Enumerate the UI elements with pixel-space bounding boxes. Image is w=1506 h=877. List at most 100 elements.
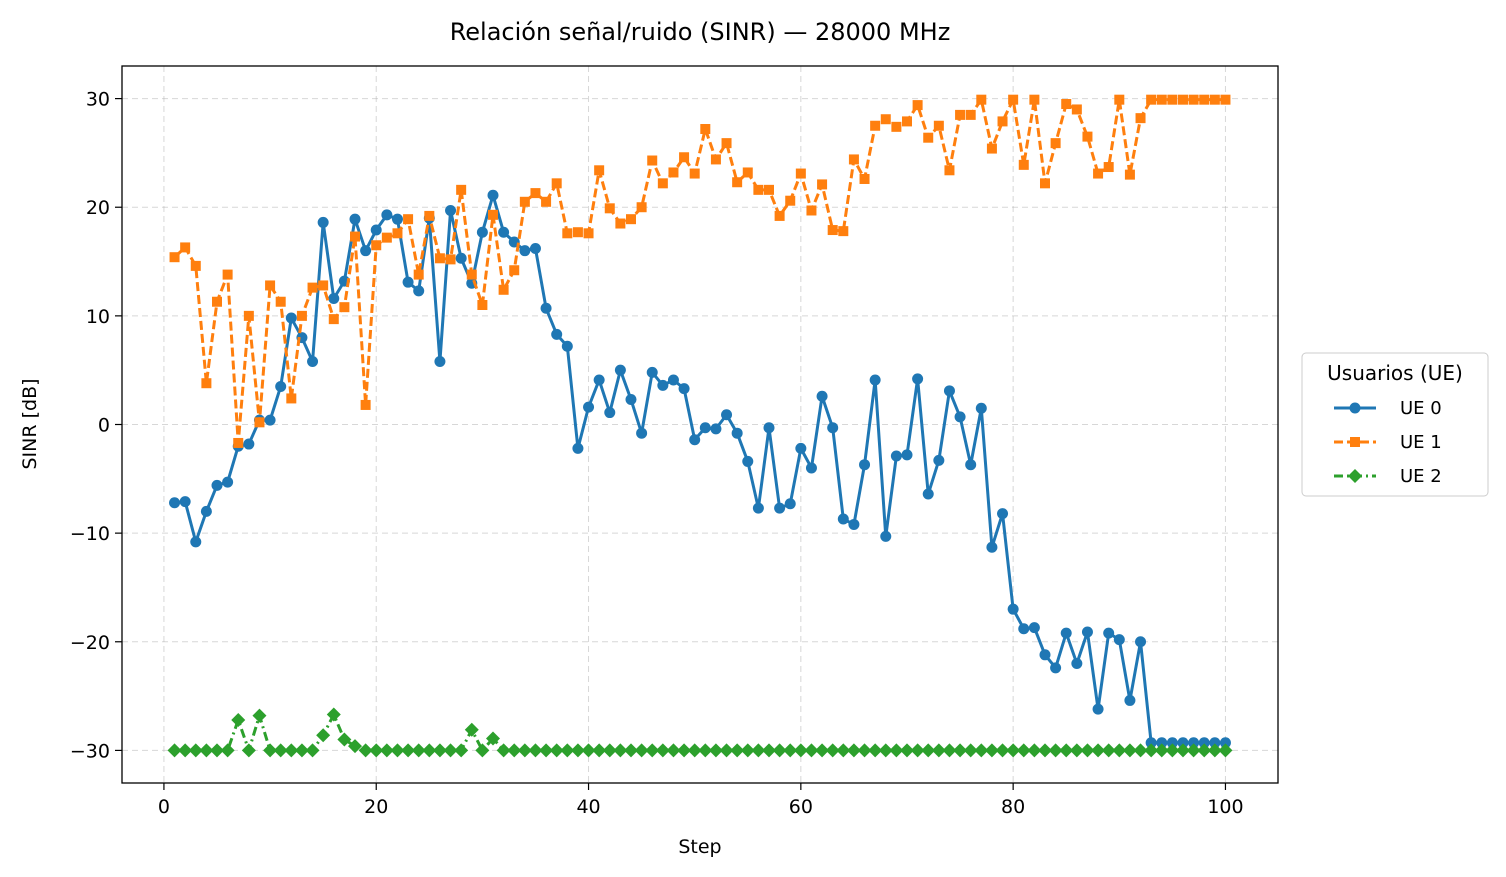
data-point: [604, 203, 615, 214]
data-point: [943, 385, 955, 397]
data-point: [200, 505, 212, 517]
data-point: [454, 743, 469, 758]
data-point: [528, 743, 543, 758]
legend-item: UE 0: [1334, 398, 1442, 419]
data-point: [636, 427, 648, 439]
data-point: [837, 513, 849, 525]
data-point: [634, 743, 649, 758]
data-point: [275, 296, 286, 307]
x-axis-label: Step: [678, 836, 721, 858]
data-point: [445, 204, 457, 216]
data-point: [1027, 743, 1042, 758]
data-point: [1039, 649, 1051, 661]
data-point: [753, 184, 764, 195]
data-point: [211, 479, 223, 491]
data-point: [880, 530, 892, 542]
data-point: [1209, 94, 1220, 105]
data-point: [1059, 743, 1074, 758]
data-point: [475, 743, 490, 758]
data-point: [1028, 622, 1040, 634]
data-point: [1144, 743, 1159, 758]
data-point: [222, 476, 234, 488]
legend-item: UE 2: [1334, 466, 1442, 487]
data-point: [477, 300, 488, 310]
legend-marker: [1349, 402, 1361, 414]
data-point: [317, 216, 329, 228]
x-tick-label: 20: [364, 796, 388, 818]
data-point: [805, 462, 817, 474]
data-point: [275, 380, 287, 392]
data-point: [1156, 94, 1167, 105]
data-point: [220, 743, 235, 758]
data-point: [381, 209, 393, 221]
data-point: [498, 284, 509, 295]
data-point: [708, 743, 723, 758]
data-point: [210, 743, 225, 758]
x-tick-label: 100: [1207, 796, 1243, 818]
data-point: [721, 138, 732, 149]
data-point: [942, 743, 957, 758]
data-point: [167, 743, 182, 758]
data-point: [231, 712, 246, 727]
data-point: [360, 399, 371, 410]
data-point: [169, 252, 180, 263]
data-point: [645, 743, 660, 758]
data-point: [1177, 737, 1189, 749]
legend: Usuarios (UE) UE 0 UE 1 UE 2: [1301, 352, 1489, 497]
legend-marker: [1348, 469, 1362, 483]
data-point: [698, 743, 713, 758]
data-point: [212, 296, 223, 307]
data-point: [541, 196, 552, 207]
data-point: [328, 292, 340, 304]
data-point: [804, 743, 819, 758]
data-point: [445, 254, 456, 265]
data-point: [434, 355, 446, 367]
data-point: [549, 743, 564, 758]
data-point: [411, 743, 426, 758]
data-point: [836, 743, 851, 758]
data-point: [307, 282, 318, 293]
data-point: [1209, 737, 1221, 749]
data-point: [243, 310, 254, 321]
data-point: [190, 536, 202, 548]
data-point: [1029, 94, 1040, 105]
data-point: [455, 252, 467, 264]
data-point: [1071, 658, 1083, 669]
data-point: [1220, 94, 1231, 105]
data-point: [880, 114, 891, 125]
data-point: [626, 214, 637, 225]
data-point: [358, 743, 373, 758]
data-point: [997, 508, 1009, 520]
data-point: [307, 355, 319, 367]
data-point: [551, 178, 562, 189]
data-point: [1018, 623, 1030, 635]
data-point: [328, 314, 339, 325]
data-point: [742, 167, 753, 178]
data-point: [594, 165, 605, 176]
data-point: [921, 743, 936, 758]
data-point: [846, 743, 861, 758]
data-point: [986, 541, 998, 553]
data-point: [700, 124, 711, 135]
data-point: [752, 502, 764, 514]
data-point: [868, 743, 883, 758]
data-point: [284, 743, 299, 758]
data-point: [912, 100, 923, 111]
data-point: [443, 743, 458, 758]
data-point: [391, 213, 403, 225]
data-point: [509, 265, 520, 276]
data-point: [180, 242, 191, 253]
x-tick-label: 60: [789, 796, 813, 818]
data-point: [1199, 94, 1210, 105]
data-point: [761, 743, 776, 758]
data-point: [496, 743, 511, 758]
data-point: [1156, 737, 1168, 749]
data-point: [222, 269, 233, 280]
data-point: [1061, 99, 1072, 110]
data-point: [815, 743, 830, 758]
series-ue-0: [169, 189, 1231, 749]
data-point: [318, 280, 329, 291]
data-point: [169, 497, 181, 509]
data-point: [273, 743, 288, 758]
legend-marker: [1350, 437, 1360, 447]
